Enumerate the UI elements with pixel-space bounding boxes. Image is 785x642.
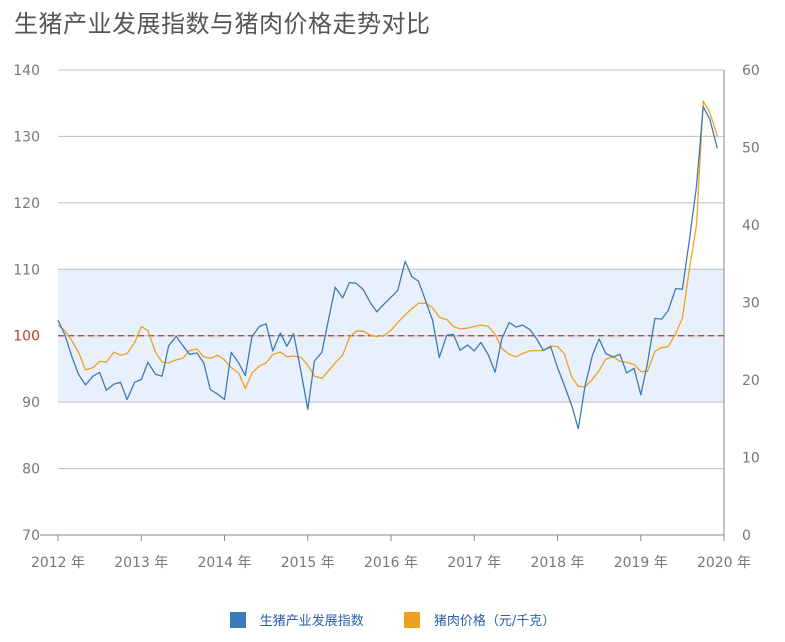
chart-plot: 70 80 90 100 110 120 130 140 0 10 20 30 40 50 60 2012 年… — [13, 63, 760, 571]
x-tick-label: 2017 年 — [447, 555, 501, 571]
x-tick-label: 2019 年 — [614, 555, 668, 571]
chart-title: 生猪产业发展指数与猪肉价格走势对比 — [14, 10, 431, 38]
left-tick-label: 110 — [13, 262, 40, 278]
series-line-index — [57, 105, 718, 430]
right-tick-label: 60 — [742, 63, 760, 79]
legend: 生猪产业发展指数 猪肉价格（元/千克） — [0, 610, 785, 629]
x-tick-label: 2018 年 — [530, 555, 584, 571]
series-line-price — [57, 100, 718, 390]
left-tick-label: 70 — [22, 528, 40, 544]
left-tick-label: 130 — [13, 129, 40, 145]
left-tick-label: 80 — [22, 462, 40, 478]
x-tick-label: 2016 年 — [364, 555, 418, 571]
legend-swatch-price — [403, 611, 420, 628]
right-tick-label: 10 — [742, 451, 760, 467]
x-tick-label: 2014 年 — [197, 555, 251, 571]
left-tick-label: 120 — [13, 196, 40, 212]
x-tick-label: 2015 年 — [281, 555, 335, 571]
left-tick-label: 90 — [22, 395, 40, 411]
legend-label-index: 生猪产业发展指数 — [259, 614, 364, 629]
right-tick-label: 50 — [742, 141, 760, 157]
x-tick-label: 2013 年 — [114, 555, 168, 571]
right-tick-label: 40 — [742, 218, 760, 234]
legend-item-index: 生猪产业发展指数 — [229, 610, 364, 629]
x-tick-label: 2012 年 — [31, 555, 85, 571]
right-tick-label: 20 — [742, 373, 760, 389]
legend-item-price: 猪肉价格（元/千克） — [403, 610, 556, 629]
x-tick-label: 2020 年 — [697, 555, 751, 571]
left-tick-label: 140 — [13, 63, 40, 79]
right-tick-label: 30 — [742, 296, 760, 312]
right-tick-label: 0 — [742, 528, 751, 544]
left-tick-label: 100 — [13, 329, 40, 345]
legend-label-price: 猪肉价格（元/千克） — [433, 614, 556, 629]
legend-swatch-index — [229, 611, 246, 628]
